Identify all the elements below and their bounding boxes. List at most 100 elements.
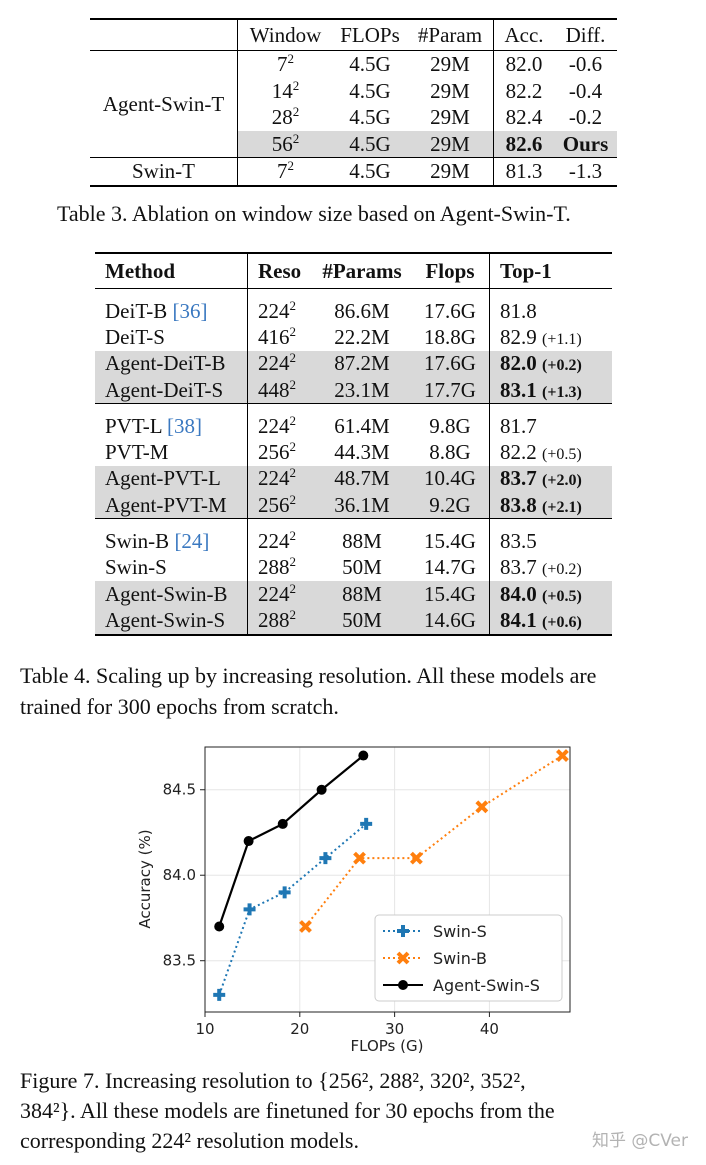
cell-param: 29M — [407, 130, 494, 158]
table-header-row: Method Reso #Params Flops Top-1 — [95, 252, 612, 289]
cell-window: 72 — [237, 50, 333, 78]
table-row: 142 4.5G 29M 82.2 -0.4 — [90, 77, 617, 104]
x-tick-label: 20 — [290, 1020, 309, 1038]
header-reso: Reso — [247, 252, 313, 289]
cell-reso: 2882 — [247, 607, 313, 636]
cell-window: 142 — [271, 77, 300, 103]
table-header-row: Window FLOPs #Param Acc. Diff. — [90, 18, 617, 51]
cell-flops: 17.6G — [411, 350, 490, 377]
table-row-highlighted: Agent-Swin-B 2242 88M 15.4G 84.0 (+0.5) — [95, 580, 612, 608]
cell-diff: -0.4 — [568, 78, 603, 103]
cell-window: 282 — [271, 104, 300, 130]
cell-acc: 81.3 — [493, 157, 554, 187]
group-label-swin-t: Swin-T — [90, 157, 238, 187]
table-4-caption-line-1: Table 4. Scaling up by increasing resolu… — [20, 663, 597, 688]
cell-params: 88M — [313, 580, 411, 608]
citation-link[interactable]: [36] — [172, 298, 208, 323]
cell-top1: 82.2 (+0.5) — [489, 439, 612, 466]
cell-method: PVT-M — [105, 440, 169, 465]
cell-top1: 82.0 (+0.2) — [489, 350, 612, 377]
citation-link[interactable]: [24] — [174, 529, 210, 554]
data-point-swin-s — [319, 852, 332, 865]
x-tick-label: 30 — [385, 1020, 404, 1038]
data-point-swin-b — [410, 851, 423, 865]
chart-ticks: 10 20 30 40 83.5 84.0 84.5 — [163, 781, 499, 1038]
cell-method: Swin-S — [105, 555, 167, 580]
cell-reso: 2242 — [247, 298, 313, 325]
table-row: 282 4.5G 29M 82.4 -0.2 — [90, 104, 617, 131]
cell-reso: 2242 — [247, 350, 313, 377]
cell-top1: 81.7 — [489, 413, 612, 440]
cell-window: 562 — [237, 130, 333, 158]
cell-flops: 17.6G — [424, 298, 476, 323]
cell-method: Agent-DeiT-B — [95, 350, 248, 377]
table-row: Swin-B [24] 2242 88M 15.4G 83.5 — [95, 528, 612, 555]
cell-method: DeiT-S — [105, 324, 165, 349]
table-row-highlighted: Agent-PVT-L 2242 48.7M 10.4G 83.7 (+2.0) — [95, 465, 612, 493]
cell-flops: 4.5G — [333, 50, 407, 78]
cell-top1: 83.7 (+2.0) — [489, 465, 612, 493]
cell-param: 29M — [407, 77, 494, 104]
figure-7-caption-line-1: Figure 7. Increasing resolution to {256²… — [20, 1068, 526, 1093]
cell-flops: 14.6G — [411, 607, 490, 636]
x-axis-label: FLOPs (G) — [351, 1037, 424, 1055]
x-tick-label: 10 — [195, 1020, 214, 1038]
cell-params: 88M — [342, 529, 382, 554]
cell-method: DeiT-B [36] — [105, 298, 208, 323]
legend-marker-swin-s — [397, 925, 409, 937]
figure-7-caption-line-2: 384²}. All these models are finetuned fo… — [20, 1098, 555, 1123]
citation-link[interactable]: [38] — [167, 413, 203, 438]
chart-legend: Swin-S Swin-B Agent-Swin-S — [374, 914, 563, 1002]
header-acc: Acc. — [493, 18, 554, 51]
table-4: Method Reso #Params Flops Top-1 DeiT-B [… — [95, 252, 612, 636]
data-point-agent-swin-s — [358, 750, 369, 761]
cell-flops: 8.8G — [429, 440, 471, 465]
group-separator — [95, 403, 612, 414]
cell-top1: 84.0 (+0.5) — [489, 580, 612, 608]
cell-method: PVT-L [38] — [105, 413, 203, 438]
cell-flops: 15.4G — [424, 529, 476, 554]
table-row: Agent-Swin-T 72 4.5G 29M 82.0 -0.6 — [90, 50, 617, 158]
cell-params: 50M — [313, 607, 411, 636]
group-separator — [95, 518, 612, 529]
cell-top1: 84.1 (+0.6) — [489, 607, 612, 636]
cell-flops: 4.5G — [349, 78, 391, 103]
table-3: Window FLOPs #Param Acc. Diff. Agent-Swi… — [90, 18, 617, 187]
data-point-agent-swin-s — [316, 784, 327, 795]
group-label-agent-swin-t: Agent-Swin-T — [90, 50, 238, 158]
table-4-body: DeiT-B [36] 2242 86.6M 17.6G 81.8 DeiT-S 4162… — [95, 288, 612, 636]
group-separator — [95, 288, 612, 298]
data-point-swin-b — [556, 749, 569, 762]
cell-flops: 4.5G — [333, 157, 407, 187]
series-line-swin-b — [304, 754, 563, 928]
chart-series — [213, 749, 569, 1001]
legend-marker-agent-swin-s — [398, 980, 408, 990]
series-line-agent-swin-s — [218, 754, 365, 927]
cell-reso: 4482 — [247, 376, 313, 404]
cell-reso: 2562 — [247, 492, 313, 519]
cell-top1: 83.8 (+2.1) — [489, 492, 612, 519]
table-3-caption: Table 3. Ablation on window size based o… — [57, 201, 571, 226]
cell-reso: 2242 — [247, 580, 313, 608]
cell-params: 23.1M — [313, 376, 411, 404]
table-row-highlighted: Agent-DeiT-S 4482 23.1M 17.7G 83.1 (+1.3) — [95, 376, 612, 404]
cell-reso: 4162 — [247, 324, 313, 351]
cell-params: 48.7M — [313, 465, 411, 493]
cell-acc: 82.2 — [505, 78, 543, 103]
table-row-highlighted: Agent-DeiT-B 2242 87.2M 17.6G 82.0 (+0.2) — [95, 350, 612, 377]
header-top1: Top-1 — [489, 252, 612, 289]
data-point-swin-s — [243, 903, 256, 916]
cell-flops: 18.8G — [424, 324, 476, 349]
legend-label-agent-swin-s: Agent-Swin-S — [433, 976, 540, 995]
cell-reso: 2242 — [247, 413, 313, 440]
x-tick-label: 40 — [480, 1020, 499, 1038]
data-point-swin-s — [278, 886, 291, 899]
figure-7-chart: 10 20 30 40 83.5 84.0 84.5 FLOPs (G) Accuracy … — [136, 746, 571, 1055]
table-row-highlighted: 562 4.5G 29M 82.6 Ours — [90, 130, 617, 158]
cell-top1: 83.1 (+1.3) — [489, 376, 612, 404]
cell-diff: -0.6 — [554, 50, 617, 78]
cell-method: Agent-Swin-S — [95, 607, 248, 636]
y-tick-label: 84.5 — [163, 781, 196, 799]
cell-acc: 82.0 — [493, 50, 554, 78]
y-tick-label: 83.5 — [163, 952, 196, 970]
